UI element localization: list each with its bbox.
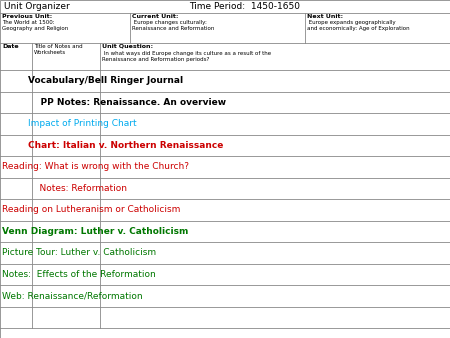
Text: Unit Question:: Unit Question: [102,44,153,49]
Text: Title of Notes and
Worksheets: Title of Notes and Worksheets [34,44,83,55]
Text: Vocabulary/Bell Ringer Journal: Vocabulary/Bell Ringer Journal [28,76,183,85]
Text: Notes:  Effects of the Reformation: Notes: Effects of the Reformation [2,270,156,279]
Text: Europe changes culturally:
Renaissance and Reformation: Europe changes culturally: Renaissance a… [132,20,214,31]
Text: The World at 1500:
Geography and Religion: The World at 1500: Geography and Religio… [2,20,68,31]
Text: Previous Unit:: Previous Unit: [2,14,52,19]
Text: Reading on Lutheranism or Catholicism: Reading on Lutheranism or Catholicism [2,205,180,214]
Text: Current Unit:: Current Unit: [132,14,179,19]
Text: Europe expands geographically
and economically: Age of Exploration: Europe expands geographically and econom… [307,20,410,31]
Text: Reading: What is wrong with the Church?: Reading: What is wrong with the Church? [2,162,189,171]
Text: Date: Date [2,44,18,49]
Text: Venn Diagram: Luther v. Catholicism: Venn Diagram: Luther v. Catholicism [2,227,189,236]
Text: Notes: Reformation: Notes: Reformation [28,184,127,193]
Text: Web: Renaissance/Reformation: Web: Renaissance/Reformation [2,291,143,300]
Text: Next Unit:: Next Unit: [307,14,343,19]
Text: In what ways did Europe change its culture as a result of the
Renaissance and Re: In what ways did Europe change its cultu… [102,51,271,62]
Text: Time Period:  1450-1650: Time Period: 1450-1650 [189,2,301,11]
Text: Picture Tour: Luther v. Catholicism: Picture Tour: Luther v. Catholicism [2,248,156,257]
Text: Impact of Printing Chart: Impact of Printing Chart [28,119,137,128]
Text: PP Notes: Renaissance. An overview: PP Notes: Renaissance. An overview [28,98,226,107]
Text: Chart: Italian v. Northern Renaissance: Chart: Italian v. Northern Renaissance [28,141,223,150]
Text: Unit Organizer: Unit Organizer [4,2,70,11]
